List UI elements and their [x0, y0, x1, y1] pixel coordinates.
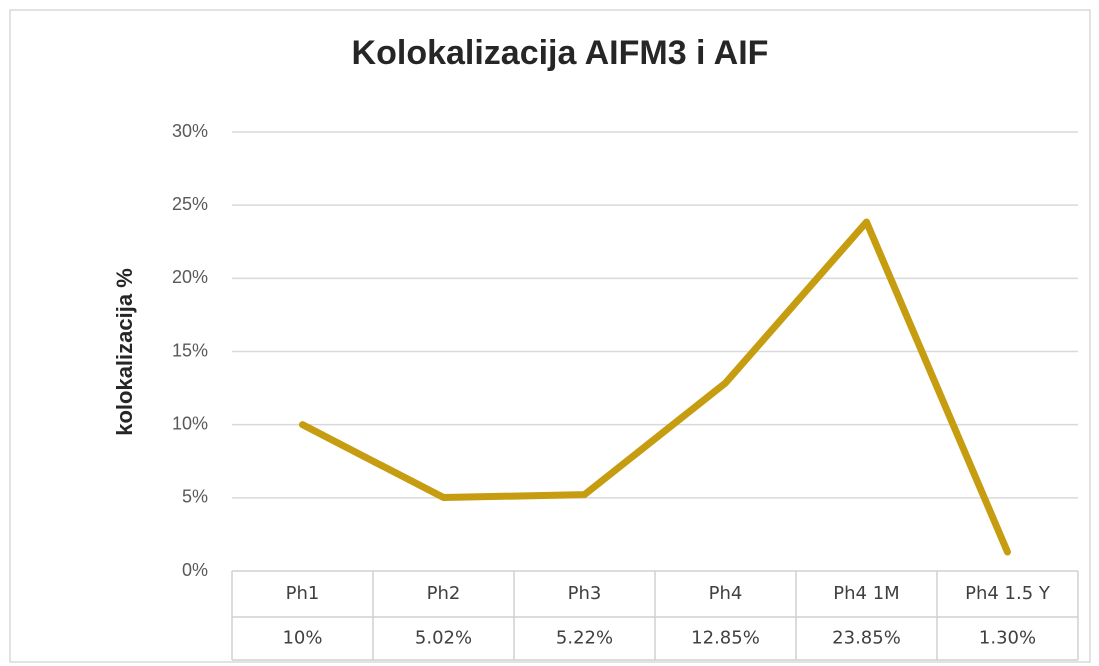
x-tick-label: Ph2: [427, 583, 461, 604]
line: [299, 218, 1011, 556]
y-tick-label: 0%: [182, 560, 208, 580]
data-label: 5.02%: [415, 628, 472, 649]
y-tick-label: 30%: [172, 121, 208, 141]
x-tick-label: Ph4 1M: [833, 583, 899, 604]
y-tick-label: 25%: [172, 194, 208, 214]
x-tick-label: Ph3: [568, 583, 602, 604]
x-tick-label: Ph1: [286, 583, 320, 604]
y-axis-label: kolokalizacija %: [112, 268, 137, 436]
data-label: 5.22%: [556, 628, 613, 649]
x-tick-label: Ph4 1.5 Y: [965, 583, 1051, 604]
data-label: 12.85%: [691, 628, 760, 649]
chart-border: [9, 9, 1091, 663]
y-tick-label: 10%: [172, 413, 208, 433]
y-tick-label: 20%: [172, 267, 208, 287]
y-tick-label: 15%: [172, 340, 208, 360]
x-tick-label: Ph4: [709, 583, 743, 604]
data-label: 1.30%: [979, 628, 1036, 649]
data-label: 23.85%: [832, 628, 901, 649]
y-tick-label: 5%: [182, 487, 208, 507]
chart-title: Kolokalizacija AIFM3 i AIF: [352, 34, 769, 72]
data-label: 10%: [282, 628, 322, 649]
